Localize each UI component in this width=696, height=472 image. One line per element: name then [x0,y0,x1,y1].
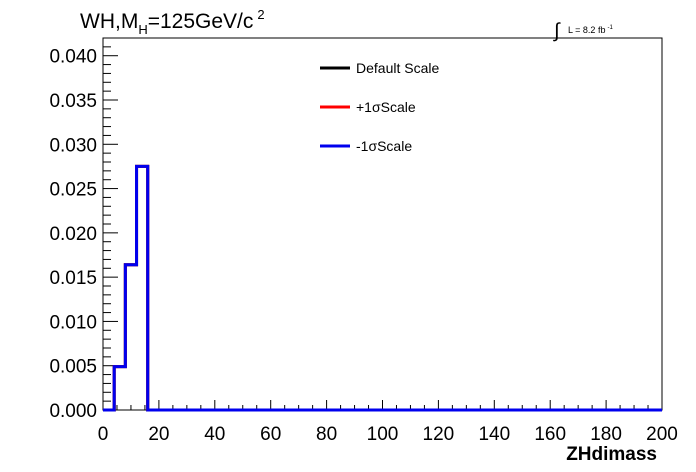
legend-label-plus1sigma: +1σScale [356,99,416,115]
y-tick-label: 0.035 [49,91,97,112]
y-tick-label: 0.015 [49,268,97,289]
x-tick-label: 140 [478,424,510,445]
x-tick-label: 100 [367,424,399,445]
x-tick-label: 20 [148,424,169,445]
series-layer [103,164,662,412]
luminosity-label: L = 8.2 fb -1 [568,25,613,35]
x-tick-label: 200 [646,424,678,445]
y-tick-label: 0.020 [49,224,97,245]
legend: Default Scale +1σScale -1σScale [320,60,439,154]
y-tick-label: 0.030 [49,135,97,156]
series-line-1 [103,164,662,412]
x-tick-label: 80 [316,424,337,445]
series-line-0 [103,164,662,412]
chart-title: WH,MH=125GeV/c 2 [80,7,265,37]
y-tick-label: 0.000 [49,401,97,422]
x-axis: 0 20 40 60 80 100 120 140 160 180 200 [98,400,678,445]
luminosity-annotation: ∫ L = 8.2 fb -1 [553,20,613,42]
y-tick-label: 0.010 [49,312,97,333]
y-axis: 0.000 0.005 0.010 0.015 0.020 0.025 0.030 0.035… [49,37,118,422]
x-tick-label: 160 [534,424,566,445]
y-tick-label: 0.025 [49,180,97,201]
y-tick-label: 0.005 [49,357,97,378]
integral-sign: ∫ [553,20,561,42]
x-tick-label: 60 [260,424,281,445]
series-line-2 [103,164,662,412]
legend-label-default: Default Scale [356,60,439,76]
plot-frame [102,37,663,411]
x-tick-label: 120 [423,424,455,445]
x-tick-label: 0 [98,424,109,445]
legend-label-minus1sigma: -1σScale [356,138,412,154]
x-axis-label: ZHdimass [566,444,657,465]
x-tick-label: 40 [204,424,225,445]
x-tick-label: 180 [590,424,622,445]
y-tick-label: 0.040 [49,47,97,68]
